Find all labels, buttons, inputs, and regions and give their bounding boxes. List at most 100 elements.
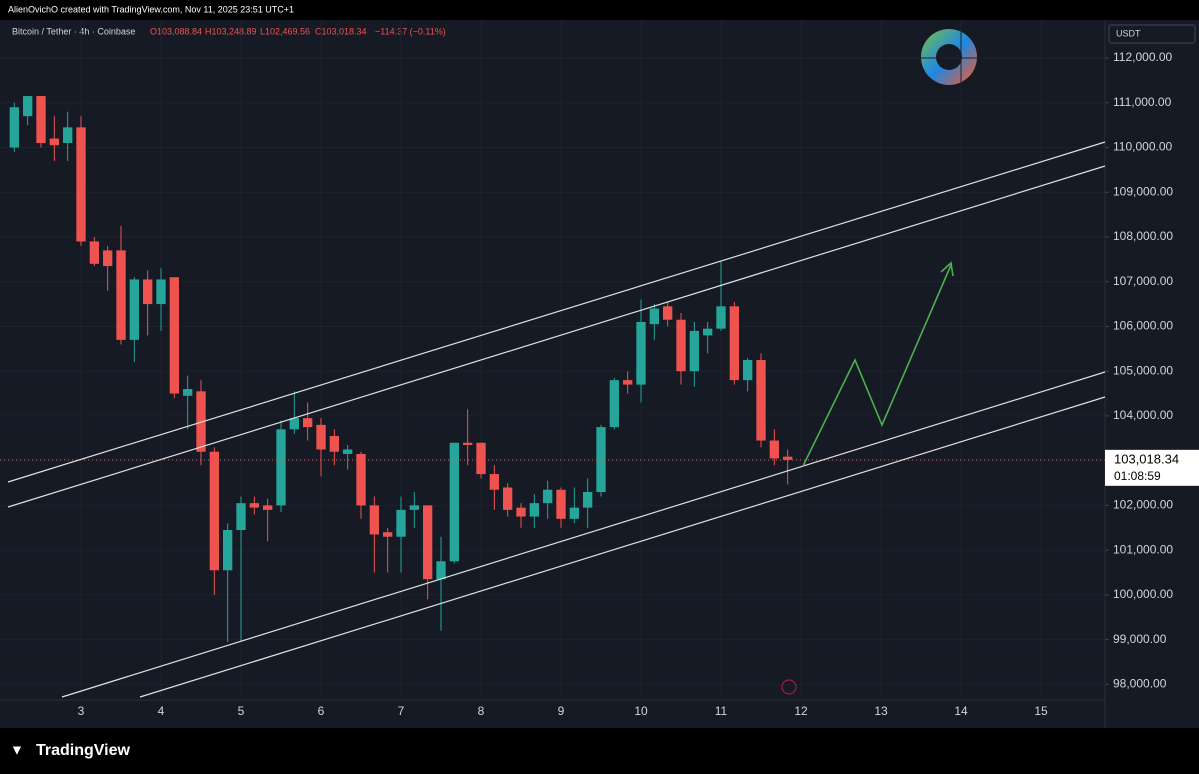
candle-body [236,503,246,530]
candle-body [636,321,646,385]
candle-body [436,561,446,580]
candle-body [196,391,206,452]
candle-body [209,451,220,571]
candle-body [302,418,313,428]
candle-body [156,279,166,305]
currency[interactable]: USDT [1116,28,1141,38]
x-tick-label: 4 [158,704,165,718]
projection-arrow [802,261,954,467]
candle-body [9,107,20,148]
candle-body [182,389,193,396]
candle-body [169,277,180,394]
x-tick-label: 12 [794,704,808,718]
candle-body [396,509,406,537]
price-axis [1105,20,1199,728]
last-price-box [1105,449,1199,486]
ohlc-close: C103,018.34 [315,26,367,36]
y-tick-label: 98,000.00 [1113,677,1167,691]
candle-body [556,489,566,519]
candle-body [702,328,713,336]
y-tick-label: 111,000.00 [1113,95,1172,109]
candle-body [742,360,753,381]
logo [921,29,977,85]
candle-body [716,306,726,329]
candle-body [649,308,660,325]
brand: TradingView [36,742,131,759]
ohlc-low: L102,469.56 [260,26,310,36]
candle-body [676,319,686,372]
candle-body [622,380,633,385]
candle-body [62,127,73,144]
candle-body [356,453,366,506]
channel-lines [7,141,1106,698]
candle-body [662,306,673,320]
candle-body [449,442,460,562]
y-tick-label: 102,000.00 [1113,498,1173,512]
y-tick-label: 112,000.00 [1113,50,1172,64]
candle-body [769,440,780,459]
ohlc-open: O103,088.84 [150,26,202,36]
y-tick-label: 106,000.00 [1113,319,1173,333]
x-tick-label: 11 [715,704,728,718]
candle-body [516,507,526,517]
currency-box[interactable] [1108,24,1196,44]
countdown: 01:08:59 [1114,469,1161,483]
candle-body [582,491,593,508]
candle-body [369,505,380,535]
credit: AlienOvichO created with TradingView.com… [8,4,294,14]
candle-body [782,456,793,460]
last-price-label: 103,018.34 [1114,451,1179,466]
candle-body [116,250,126,340]
footer-logo: ▼ [10,742,24,758]
x-tick-label: 13 [874,704,888,718]
candle-body [502,487,513,510]
candle-body [342,449,353,454]
candle-body [102,250,113,267]
candle-body [89,241,100,264]
x-tick-label: 5 [238,704,245,718]
candle-body [729,306,740,381]
candle-body [249,503,260,508]
y-tick-label: 104,000.00 [1113,408,1173,422]
plot-area [0,20,1105,728]
x-tick-label: 15 [1034,704,1048,718]
x-tick-label: 9 [558,704,565,718]
y-tick-label: 99,000.00 [1113,632,1167,646]
candle-body [289,418,300,430]
candle-body [756,360,766,441]
symbol: Bitcoin / Tether · 4h · Coinbase [12,26,135,36]
change: −114.37 (−0.11%) [375,26,446,36]
candle-body [276,429,286,506]
y-tick-label: 105,000.00 [1113,363,1173,377]
candle-body [569,507,580,519]
candle-body [382,532,393,537]
candle-body [222,530,233,571]
candle-body [329,436,340,452]
x-tick-label: 3 [78,704,85,718]
y-tick-label: 109,000.00 [1113,184,1173,198]
candle-body [462,442,473,445]
x-tick-label: 14 [954,704,968,718]
candle-body [76,127,86,242]
candle-body [36,96,46,144]
y-tick-label: 107,000.00 [1113,274,1173,288]
candle-body [476,442,486,475]
svg-text:▼: ▼ [10,742,24,758]
candle-body [142,279,153,305]
lightning-icon[interactable] [781,679,797,695]
ohlc-high: H103,248.89 [205,26,257,36]
y-tick-label: 101,000.00 [1113,542,1173,556]
candle-body [542,489,553,504]
candle-body [22,96,33,117]
x-tick-label: 7 [398,704,405,718]
x-tick-label: 10 [634,704,648,718]
candle-body [129,279,140,340]
candle-body [689,330,700,372]
y-tick-label: 110,000.00 [1113,140,1172,154]
candle-body [422,505,433,580]
candle-body [529,503,540,517]
candle-body [609,380,620,428]
x-tick-label: 6 [318,704,325,718]
y-tick-label: 100,000.00 [1113,587,1173,601]
